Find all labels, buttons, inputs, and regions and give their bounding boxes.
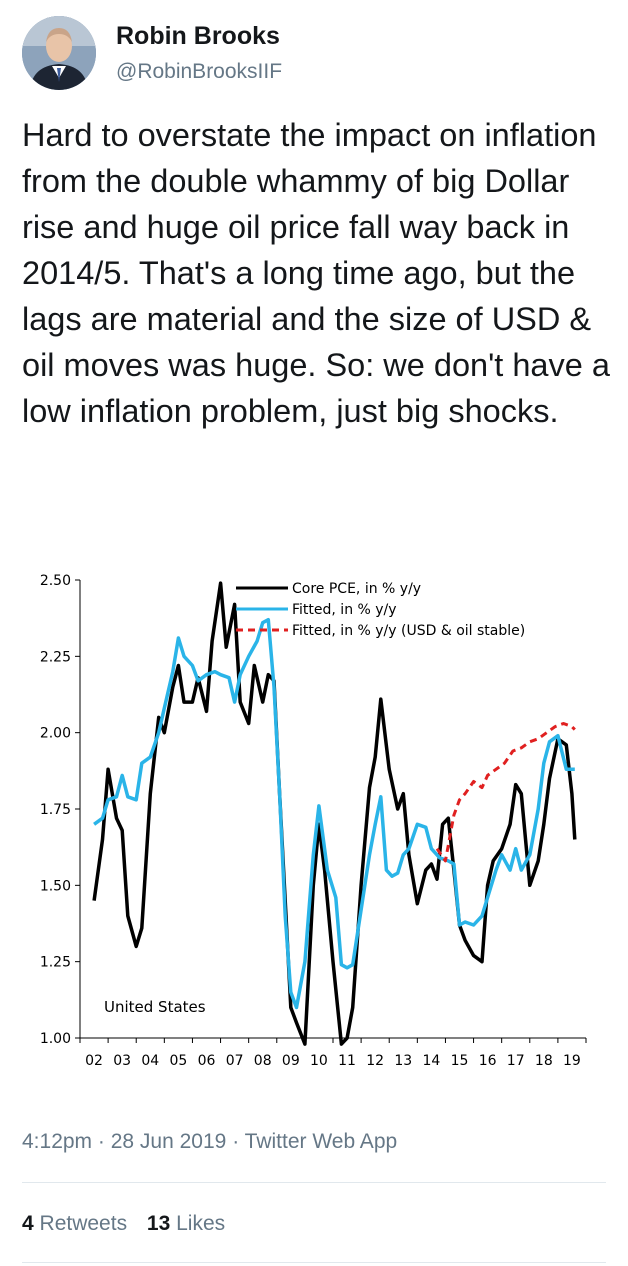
x-tick-label: 06 xyxy=(198,1053,216,1069)
series-line-2 xyxy=(93,617,575,1010)
avatar-image xyxy=(22,16,96,90)
divider xyxy=(22,1262,606,1263)
x-tick-label: 18 xyxy=(535,1053,553,1069)
meta-separator: · xyxy=(232,1130,240,1153)
x-tick-label: 07 xyxy=(226,1053,244,1069)
tweet-source[interactable]: Twitter Web App xyxy=(244,1130,398,1153)
tweet-stats: 4 Retweets 13 Likes xyxy=(22,1212,239,1236)
x-tick-label: 17 xyxy=(507,1053,525,1069)
x-tick-label: 19 xyxy=(563,1053,581,1069)
y-tick-label: 1.00 xyxy=(40,1031,71,1047)
tweet-text: Hard to overstate the impact on inflatio… xyxy=(22,117,610,429)
avatar[interactable] xyxy=(22,16,96,90)
x-tick-label: 05 xyxy=(169,1053,187,1069)
y-tick-label: 2.00 xyxy=(40,726,71,742)
x-tick-label: 13 xyxy=(394,1053,412,1069)
retweets-stat[interactable]: 4 Retweets xyxy=(22,1212,133,1235)
y-tick-label: 1.75 xyxy=(40,802,71,818)
x-tick-label: 03 xyxy=(113,1053,131,1069)
retweets-count: 4 xyxy=(22,1212,34,1235)
tweet-time[interactable]: 4:12pm xyxy=(22,1130,93,1153)
meta-separator: · xyxy=(97,1130,105,1153)
series-line-3 xyxy=(435,722,576,863)
tweet-date[interactable]: 28 Jun 2019 xyxy=(110,1130,227,1153)
x-tick-label: 12 xyxy=(366,1053,384,1069)
x-tick-label: 02 xyxy=(85,1053,103,1069)
x-tick-label: 10 xyxy=(310,1053,328,1069)
x-tick-label: 08 xyxy=(254,1053,272,1069)
likes-stat[interactable]: 13 Likes xyxy=(147,1212,225,1235)
legend-label: Core PCE, in % y/y xyxy=(292,581,421,597)
inflation-chart: 1.00 1.25 1.50 1.75 2.00 2.25 2.50 02 03 04 05 06 07… xyxy=(40,573,587,1069)
chart-annotation: United States xyxy=(104,998,206,1016)
likes-count: 13 xyxy=(146,1212,171,1235)
divider xyxy=(22,1182,606,1183)
x-tick-label: 16 xyxy=(479,1053,497,1069)
tweet-meta: 4:12pm · 28 Jun 2019 · Twitter Web App xyxy=(22,1130,397,1154)
legend-label: Fitted, in % y/y (USD & oil stable) xyxy=(292,623,525,639)
x-tick-label: 09 xyxy=(282,1053,300,1069)
author-name[interactable]: Robin Brooks xyxy=(116,22,280,50)
y-tick-label: 2.25 xyxy=(40,649,71,665)
legend-label: Fitted, in % y/y xyxy=(292,602,397,618)
x-tick-label: 11 xyxy=(338,1053,356,1069)
y-tick-label: 1.25 xyxy=(40,955,71,971)
y-tick-label: 2.50 xyxy=(40,573,71,589)
x-tick-label: 04 xyxy=(141,1053,159,1069)
series-line-1 xyxy=(92,581,577,1046)
y-tick-label: 1.50 xyxy=(40,878,71,894)
x-tick-label: 14 xyxy=(422,1053,440,1069)
x-tick-label: 15 xyxy=(451,1053,469,1069)
retweets-label: Retweets xyxy=(39,1212,128,1235)
author-handle[interactable]: @RobinBrooksIIF xyxy=(116,60,283,83)
likes-label: Likes xyxy=(176,1212,226,1235)
